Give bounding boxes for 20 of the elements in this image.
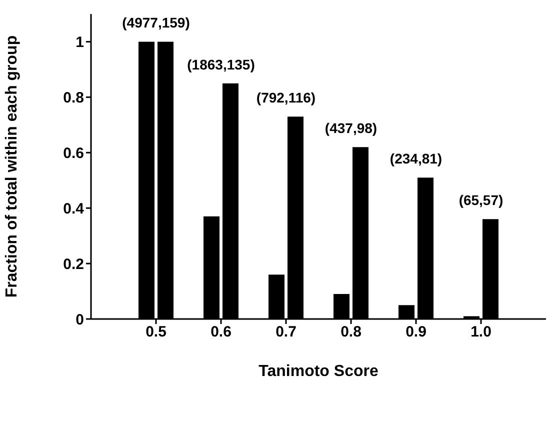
annotation: (792,116) [256, 90, 316, 106]
x-axis-title: Tanimoto Score [258, 363, 378, 380]
x-tick-label: 0.6 [210, 324, 232, 341]
annotation: (234,81) [390, 150, 442, 167]
y-tick-label: 0 [76, 311, 84, 328]
y-tick-label: 0.4 [63, 200, 85, 218]
x-tick-label: 0.7 [276, 324, 296, 341]
y-tick-label: 1 [76, 34, 84, 52]
x-tick-label: 0.5 [146, 324, 166, 341]
annotation: (1863,135) [187, 56, 255, 72]
y-tick-label: 0.8 [63, 90, 84, 107]
annotation: (4977,159) [122, 14, 190, 31]
y-tick-label: 0.2 [63, 256, 84, 273]
y-tick-label: 0.6 [63, 144, 84, 162]
annotation: (437,98) [324, 120, 378, 136]
x-tick-label: 0.9 [406, 324, 426, 341]
annotation: (65,57) [458, 192, 504, 208]
x-tick-label: 0.8 [340, 324, 362, 341]
y-axis-title: Fraction of total within each group [4, 35, 21, 298]
x-tick-label: 1.0 [470, 324, 492, 341]
